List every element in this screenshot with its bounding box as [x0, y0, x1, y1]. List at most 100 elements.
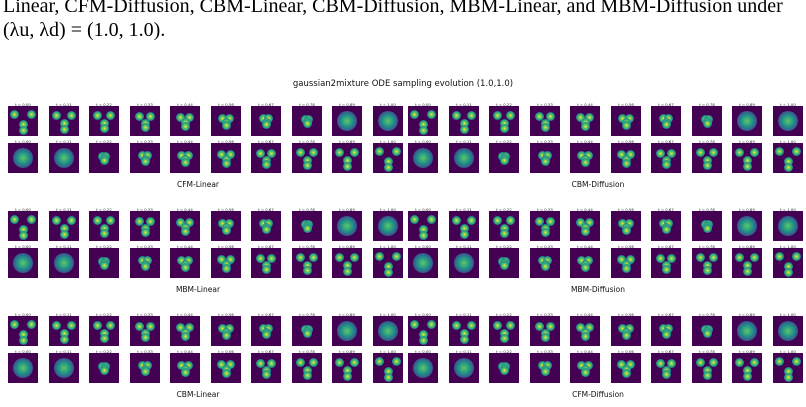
density-blob [217, 218, 227, 228]
density-blob [616, 359, 626, 369]
density-thumbnail [692, 143, 722, 173]
time-label: t = 0.33 [537, 102, 553, 107]
density-blob [616, 149, 626, 159]
density-thumbnail [773, 316, 803, 346]
density-blob [175, 112, 185, 122]
density-thumbnail [251, 143, 281, 173]
density-blob [99, 228, 109, 238]
density-blob [580, 226, 590, 236]
density-blob [342, 162, 352, 172]
density-blob [576, 360, 586, 370]
density-blob [335, 147, 345, 157]
density-thumbnail [251, 248, 281, 278]
panel-label: CFM-Linear [176, 180, 220, 189]
density-blob [426, 109, 436, 119]
density-blob [146, 322, 156, 332]
density-blob [534, 217, 544, 227]
density-thumbnail [408, 248, 438, 278]
density-blob [749, 147, 759, 157]
density-thumbnail [773, 248, 803, 278]
density-blob [225, 323, 235, 333]
density-blob [221, 330, 231, 340]
time-label: t = 0.67 [258, 102, 274, 107]
panel-label: MBM-Linear [175, 285, 221, 294]
density-blob [180, 121, 190, 131]
density-blob [66, 215, 76, 225]
density-blob [175, 322, 185, 332]
time-label: t = 1.00 [780, 139, 796, 144]
time-label: t = 0.44 [577, 312, 593, 317]
density-blob [184, 255, 194, 265]
time-label: t = 0.22 [96, 244, 112, 249]
density-blob [18, 336, 28, 346]
noise-cloud [13, 253, 33, 273]
noise-cloud [778, 111, 798, 131]
density-blob [661, 224, 671, 234]
density-blob [617, 323, 627, 333]
density-blob [576, 255, 586, 265]
density-blob [702, 118, 712, 128]
density-thumbnail [570, 106, 600, 136]
density-blob [335, 357, 345, 367]
density-thumbnail [732, 106, 762, 136]
time-label: t = 1.00 [780, 207, 796, 212]
density-thumbnail [570, 143, 600, 173]
noise-cloud [454, 253, 474, 273]
density-thumbnail [408, 143, 438, 173]
density-blob [267, 149, 277, 159]
density-blob [302, 370, 312, 380]
density-blob [791, 146, 801, 156]
density-thumbnail [773, 211, 803, 241]
noise-cloud [737, 111, 757, 131]
density-thumbnail [130, 316, 160, 346]
density-thumbnail [692, 316, 722, 346]
time-label: t = 0.56 [218, 244, 234, 249]
density-blob [140, 332, 150, 342]
density-thumbnail [89, 353, 119, 383]
density-blob [735, 357, 745, 367]
panel-label: CBM-Linear [176, 390, 220, 399]
noise-cloud [13, 358, 33, 378]
density-blob [99, 223, 109, 233]
density-blob [735, 252, 745, 262]
density-blob [540, 227, 550, 237]
time-label: t = 0.00 [15, 207, 31, 212]
time-label: t = 0.11 [56, 139, 72, 144]
density-blob [459, 230, 469, 240]
density-blob [217, 113, 227, 123]
noise-cloud [454, 148, 474, 168]
caption-line-2: (λu, λd) = (1.0, 1.0). [3, 19, 166, 41]
density-blob [466, 215, 476, 225]
density-blob [749, 252, 759, 262]
time-label: t = 0.44 [577, 349, 593, 354]
density-blob [309, 358, 319, 368]
time-label: t = 0.33 [137, 349, 153, 354]
density-thumbnail [211, 106, 241, 136]
time-label: t = 0.44 [177, 244, 193, 249]
density-thumbnail [8, 248, 38, 278]
noise-cloud [13, 148, 33, 168]
time-label: t = 0.67 [658, 312, 674, 317]
density-blob [225, 218, 235, 228]
density-blob [410, 214, 420, 224]
time-label: t = 0.89 [339, 139, 355, 144]
time-label: t = 0.89 [739, 244, 755, 249]
density-blob [184, 360, 194, 370]
density-blob [221, 263, 231, 273]
density-thumbnail [449, 106, 479, 136]
time-label: t = 0.78 [299, 349, 315, 354]
time-label: t = 0.56 [218, 349, 234, 354]
density-blob [302, 223, 312, 233]
density-blob [791, 251, 801, 261]
time-label: t = 0.89 [339, 102, 355, 107]
density-blob [59, 125, 69, 135]
time-label: t = 0.11 [456, 244, 472, 249]
time-label: t = 0.22 [96, 349, 112, 354]
density-blob [99, 365, 109, 375]
density-thumbnail [332, 316, 362, 346]
time-label: t = 1.00 [780, 312, 796, 317]
density-blob [383, 156, 393, 166]
time-label: t = 1.00 [780, 244, 796, 249]
density-thumbnail [292, 248, 322, 278]
density-blob [295, 148, 305, 158]
